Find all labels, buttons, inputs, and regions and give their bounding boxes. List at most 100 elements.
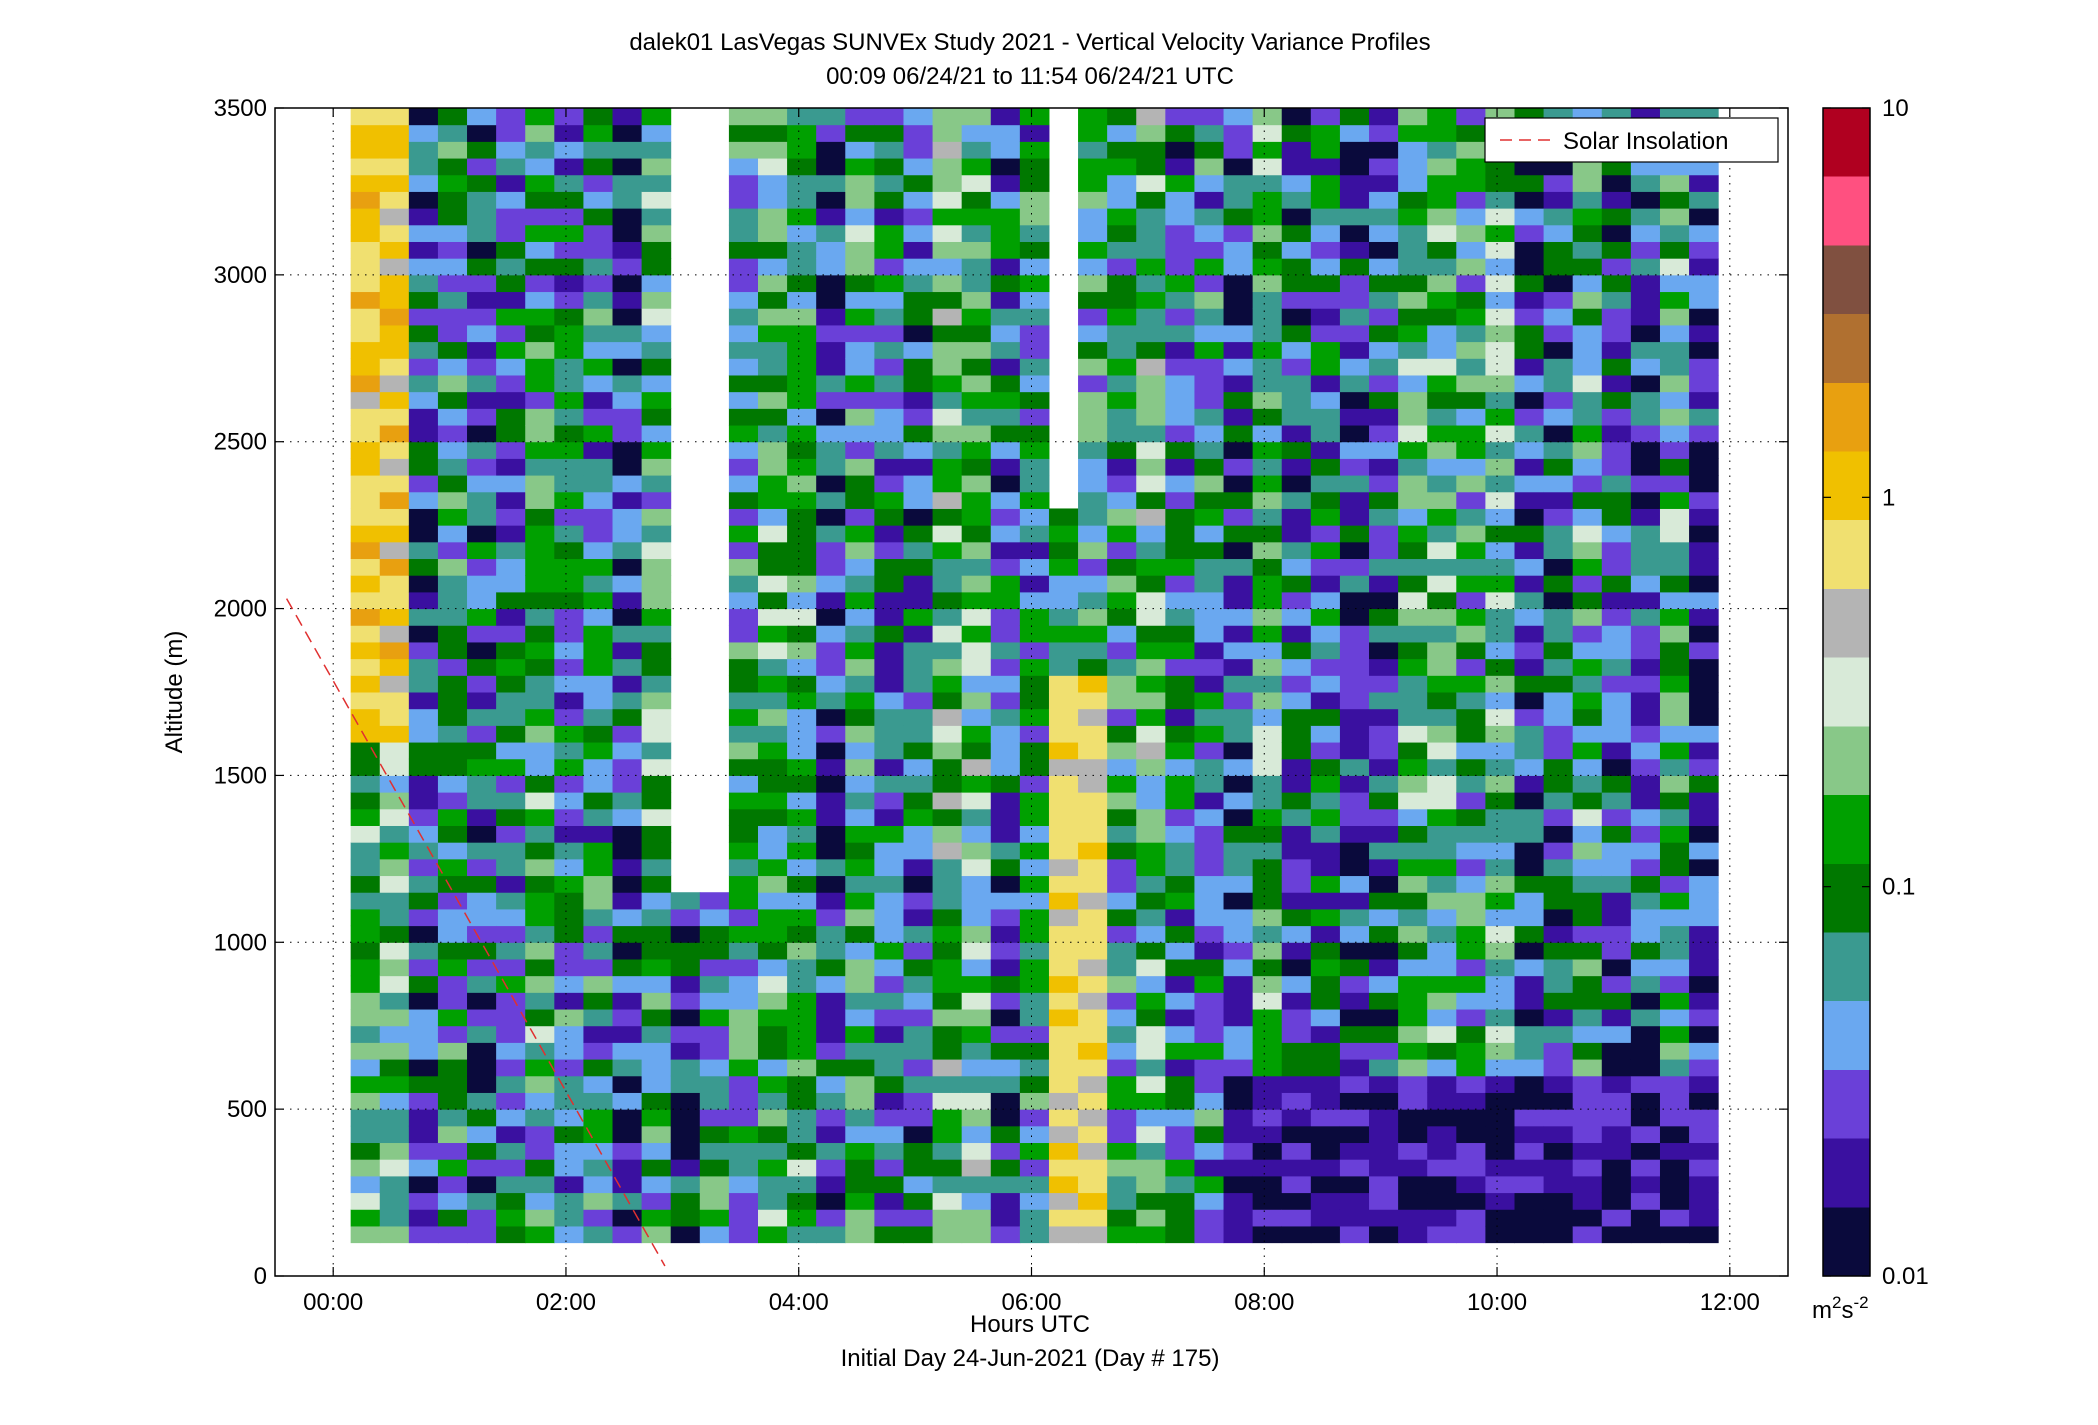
heatmap-cell <box>1514 608 1545 626</box>
heatmap-cell <box>1630 1009 1661 1027</box>
heatmap-cell <box>1252 1225 1283 1244</box>
heatmap-cell <box>728 191 759 209</box>
heatmap-cell <box>1019 1042 1050 1060</box>
heatmap-cell <box>641 842 672 860</box>
heatmap-cell <box>903 658 934 676</box>
heatmap-cell <box>1456 692 1486 710</box>
heatmap-cell <box>525 742 555 760</box>
heatmap-cell <box>1339 208 1370 226</box>
heatmap-cell <box>1339 808 1370 826</box>
heatmap-cell <box>670 1159 701 1177</box>
heatmap-cell <box>1456 708 1486 726</box>
heatmap-cell <box>1136 1059 1166 1077</box>
heatmap-cell <box>874 1209 904 1227</box>
heatmap-cell <box>379 1125 410 1144</box>
heatmap-cell <box>874 508 904 526</box>
heatmap-cell <box>641 141 672 159</box>
heatmap-cell <box>379 808 410 826</box>
heatmap-cell <box>1689 808 1719 826</box>
heatmap-cell <box>903 441 934 459</box>
heatmap-cell <box>932 525 963 543</box>
heatmap-cell <box>1369 274 1399 293</box>
heatmap-cell <box>670 975 701 993</box>
heatmap-cell <box>1339 842 1370 860</box>
heatmap-cell <box>1514 508 1545 526</box>
heatmap-cell <box>437 374 468 393</box>
heatmap-cell <box>990 541 1021 560</box>
heatmap-cell <box>525 908 555 927</box>
heatmap-cell <box>1136 558 1166 576</box>
heatmap-cell <box>1369 458 1399 476</box>
heatmap-cell <box>1194 525 1225 543</box>
heatmap-cell <box>554 108 584 126</box>
heatmap-cell <box>1252 658 1283 676</box>
heatmap-cell <box>1572 708 1603 726</box>
heatmap-cell <box>1601 1159 1632 1177</box>
heatmap-cell <box>961 892 992 910</box>
heatmap-cell <box>1310 475 1341 493</box>
heatmap-cell <box>1019 391 1050 409</box>
heatmap-cell <box>554 775 584 793</box>
heatmap-cell <box>874 591 904 610</box>
heatmap-cell <box>1369 775 1399 793</box>
heatmap-cell <box>1456 425 1486 443</box>
heatmap-cell <box>990 992 1021 1010</box>
heatmap-cell <box>379 241 410 259</box>
heatmap-cell <box>525 158 555 176</box>
heatmap-cell <box>612 241 643 259</box>
heatmap-cell <box>1136 708 1166 726</box>
heatmap-cell <box>583 892 614 910</box>
heatmap-cell <box>1107 742 1137 760</box>
heatmap-cell <box>1369 1159 1399 1177</box>
heatmap-cell <box>1601 1209 1632 1227</box>
heatmap-cell <box>1572 942 1603 960</box>
heatmap-cell <box>1659 858 1690 877</box>
heatmap-cell <box>1107 408 1137 426</box>
heatmap-cell <box>379 208 410 226</box>
heatmap-cell <box>1369 858 1399 877</box>
heatmap-cell <box>903 475 934 493</box>
heatmap-cell <box>612 441 643 459</box>
heatmap-cell <box>1427 1175 1457 1194</box>
heatmap-cell <box>612 425 643 443</box>
heatmap-cell <box>990 942 1021 960</box>
heatmap-cell <box>612 1142 643 1160</box>
heatmap-cell <box>758 591 788 610</box>
heatmap-cell <box>554 1125 584 1144</box>
heatmap-cell <box>1689 892 1719 910</box>
heatmap-cell <box>583 975 614 993</box>
heatmap-cell <box>1601 942 1632 960</box>
heatmap-cell <box>1107 975 1137 993</box>
heatmap-cell <box>1398 641 1428 660</box>
heatmap-cell <box>1339 491 1370 509</box>
heatmap-cell <box>1281 441 1312 459</box>
heatmap-cell <box>437 925 468 943</box>
chart-subtitle: 00:09 06/24/21 to 11:54 06/24/21 UTC <box>826 63 1234 90</box>
heatmap-cell <box>845 858 875 877</box>
heatmap-cell <box>1223 191 1254 209</box>
heatmap-cell <box>496 1209 526 1227</box>
heatmap-cell <box>350 1042 381 1060</box>
heatmap-cell <box>1136 1225 1166 1244</box>
heatmap-cell <box>1601 174 1632 192</box>
heatmap-cell <box>525 1142 555 1160</box>
heatmap-cell <box>1194 975 1225 993</box>
heatmap-cell <box>1310 391 1341 409</box>
heatmap-cell <box>1630 525 1661 543</box>
heatmap-cell <box>1369 1109 1399 1127</box>
heatmap-cell <box>728 124 759 142</box>
heatmap-cell <box>525 558 555 576</box>
heatmap-cell <box>1398 1142 1428 1160</box>
heatmap-cell <box>845 1042 875 1060</box>
heatmap-cell <box>758 358 788 376</box>
heatmap-cell <box>525 792 555 810</box>
heatmap-cell <box>1485 942 1515 960</box>
heatmap-cell <box>961 458 992 476</box>
heatmap-cell <box>554 258 584 276</box>
heatmap-cell <box>1427 775 1457 793</box>
heatmap-cell <box>1543 591 1574 610</box>
heatmap-cell <box>961 758 992 776</box>
heatmap-cell <box>990 925 1021 943</box>
heatmap-cell <box>1485 1092 1515 1110</box>
heatmap-cell <box>379 758 410 776</box>
